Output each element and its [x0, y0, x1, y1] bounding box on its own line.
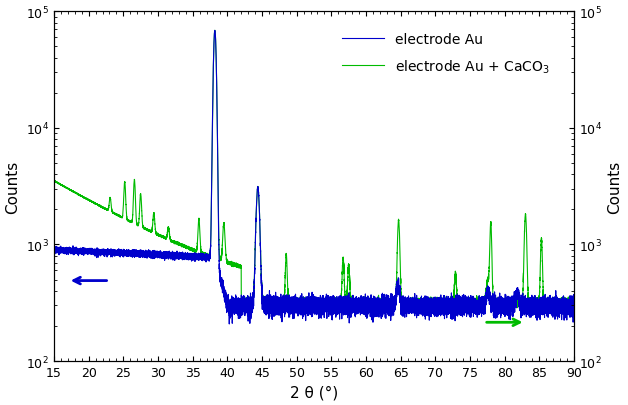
Line: electrode Au + CaCO$_3$: electrode Au + CaCO$_3$	[54, 31, 574, 310]
Y-axis label: Counts: Counts	[6, 160, 21, 213]
Legend: electrode Au, electrode Au + CaCO$_3$: electrode Au, electrode Au + CaCO$_3$	[335, 26, 556, 83]
electrode Au	[296, 305, 304, 309]
electrode Au	[423, 304, 430, 309]
electrode Au + CaCO$_3$	[50, 179, 58, 183]
electrode Au	[211, 29, 219, 34]
electrode Au	[384, 297, 392, 302]
electrode Au + CaCO$_3$	[477, 307, 484, 312]
electrode Au + CaCO$_3$	[296, 298, 304, 303]
electrode Au	[365, 305, 372, 310]
electrode Au	[536, 303, 544, 307]
electrode Au	[570, 302, 578, 307]
electrode Au + CaCO$_3$	[211, 29, 219, 34]
electrode Au + CaCO$_3$	[536, 262, 544, 266]
electrode Au	[50, 249, 58, 254]
electrode Au + CaCO$_3$	[365, 300, 372, 305]
X-axis label: 2 θ (°): 2 θ (°)	[290, 384, 338, 399]
electrode Au + CaCO$_3$	[570, 301, 578, 306]
electrode Au + CaCO$_3$	[423, 301, 430, 305]
electrode Au	[225, 322, 233, 326]
electrode Au	[180, 255, 187, 260]
Line: electrode Au: electrode Au	[54, 31, 574, 324]
Y-axis label: Counts: Counts	[607, 160, 622, 213]
electrode Au + CaCO$_3$	[384, 298, 392, 303]
electrode Au + CaCO$_3$	[180, 245, 187, 249]
